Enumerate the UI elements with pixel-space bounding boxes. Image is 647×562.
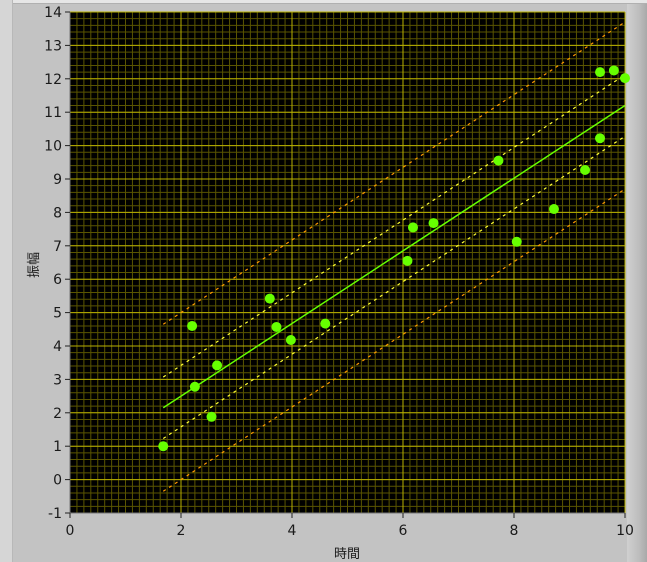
data-point bbox=[608, 65, 619, 76]
data-point bbox=[212, 360, 223, 371]
y-tick-label: 12 bbox=[44, 72, 62, 88]
y-tick-label: 11 bbox=[44, 105, 62, 121]
y-tick-label: 3 bbox=[53, 372, 62, 388]
data-point bbox=[189, 381, 200, 392]
outer-lower-bound-line bbox=[162, 188, 626, 492]
y-tick-label: 1 bbox=[53, 439, 62, 455]
data-point bbox=[595, 67, 606, 78]
data-point bbox=[264, 293, 275, 304]
y-tick-label: 2 bbox=[53, 406, 62, 422]
y-tick-label: 6 bbox=[53, 272, 62, 288]
data-point bbox=[407, 222, 418, 233]
data-point bbox=[580, 164, 591, 175]
y-tick-label: 0 bbox=[53, 473, 62, 489]
data-point bbox=[187, 320, 198, 331]
data-point bbox=[548, 204, 559, 215]
y-tick-label: 10 bbox=[44, 139, 62, 155]
data-point bbox=[206, 411, 217, 422]
x-tick-label: 6 bbox=[399, 523, 408, 539]
y-tick-label: 5 bbox=[53, 306, 62, 322]
fit-line bbox=[162, 104, 626, 409]
inner-upper-bound-line bbox=[162, 74, 626, 378]
prediction-bounds bbox=[162, 21, 626, 492]
y-tick-label: 4 bbox=[53, 339, 62, 355]
window-left-border bbox=[0, 0, 13, 562]
window-right-border bbox=[627, 4, 647, 562]
y-tick-label: 7 bbox=[53, 239, 62, 255]
data-points bbox=[158, 65, 630, 452]
data-point bbox=[320, 318, 331, 329]
data-point bbox=[493, 155, 504, 166]
data-point bbox=[158, 441, 169, 452]
inner-lower-bound-line bbox=[162, 135, 626, 440]
x-axis-label: 時間 bbox=[334, 547, 360, 562]
x-tick-label: 10 bbox=[616, 523, 634, 539]
data-point bbox=[511, 236, 522, 247]
data-point bbox=[620, 73, 630, 84]
data-point bbox=[402, 255, 413, 266]
x-tick-label: 0 bbox=[66, 523, 75, 539]
outer-upper-bound-line bbox=[162, 21, 626, 325]
window-top-border bbox=[0, 0, 647, 4]
x-tick-label: 4 bbox=[288, 523, 297, 539]
data-point bbox=[285, 334, 296, 345]
grid bbox=[69, 11, 626, 514]
y-tick-label: 9 bbox=[53, 172, 62, 188]
data-point bbox=[595, 133, 606, 144]
data-point bbox=[271, 321, 282, 332]
x-tick-label: 8 bbox=[510, 523, 519, 539]
y-tick-label: -1 bbox=[48, 506, 62, 522]
y-tick-label: 13 bbox=[44, 38, 62, 54]
data-point bbox=[428, 218, 439, 229]
y-tick-label: 8 bbox=[53, 205, 62, 221]
fit-line bbox=[162, 104, 626, 409]
y-axis-label: 振幅 bbox=[27, 252, 42, 278]
x-tick-label: 2 bbox=[177, 523, 186, 539]
y-tick-label: 14 bbox=[44, 5, 62, 21]
